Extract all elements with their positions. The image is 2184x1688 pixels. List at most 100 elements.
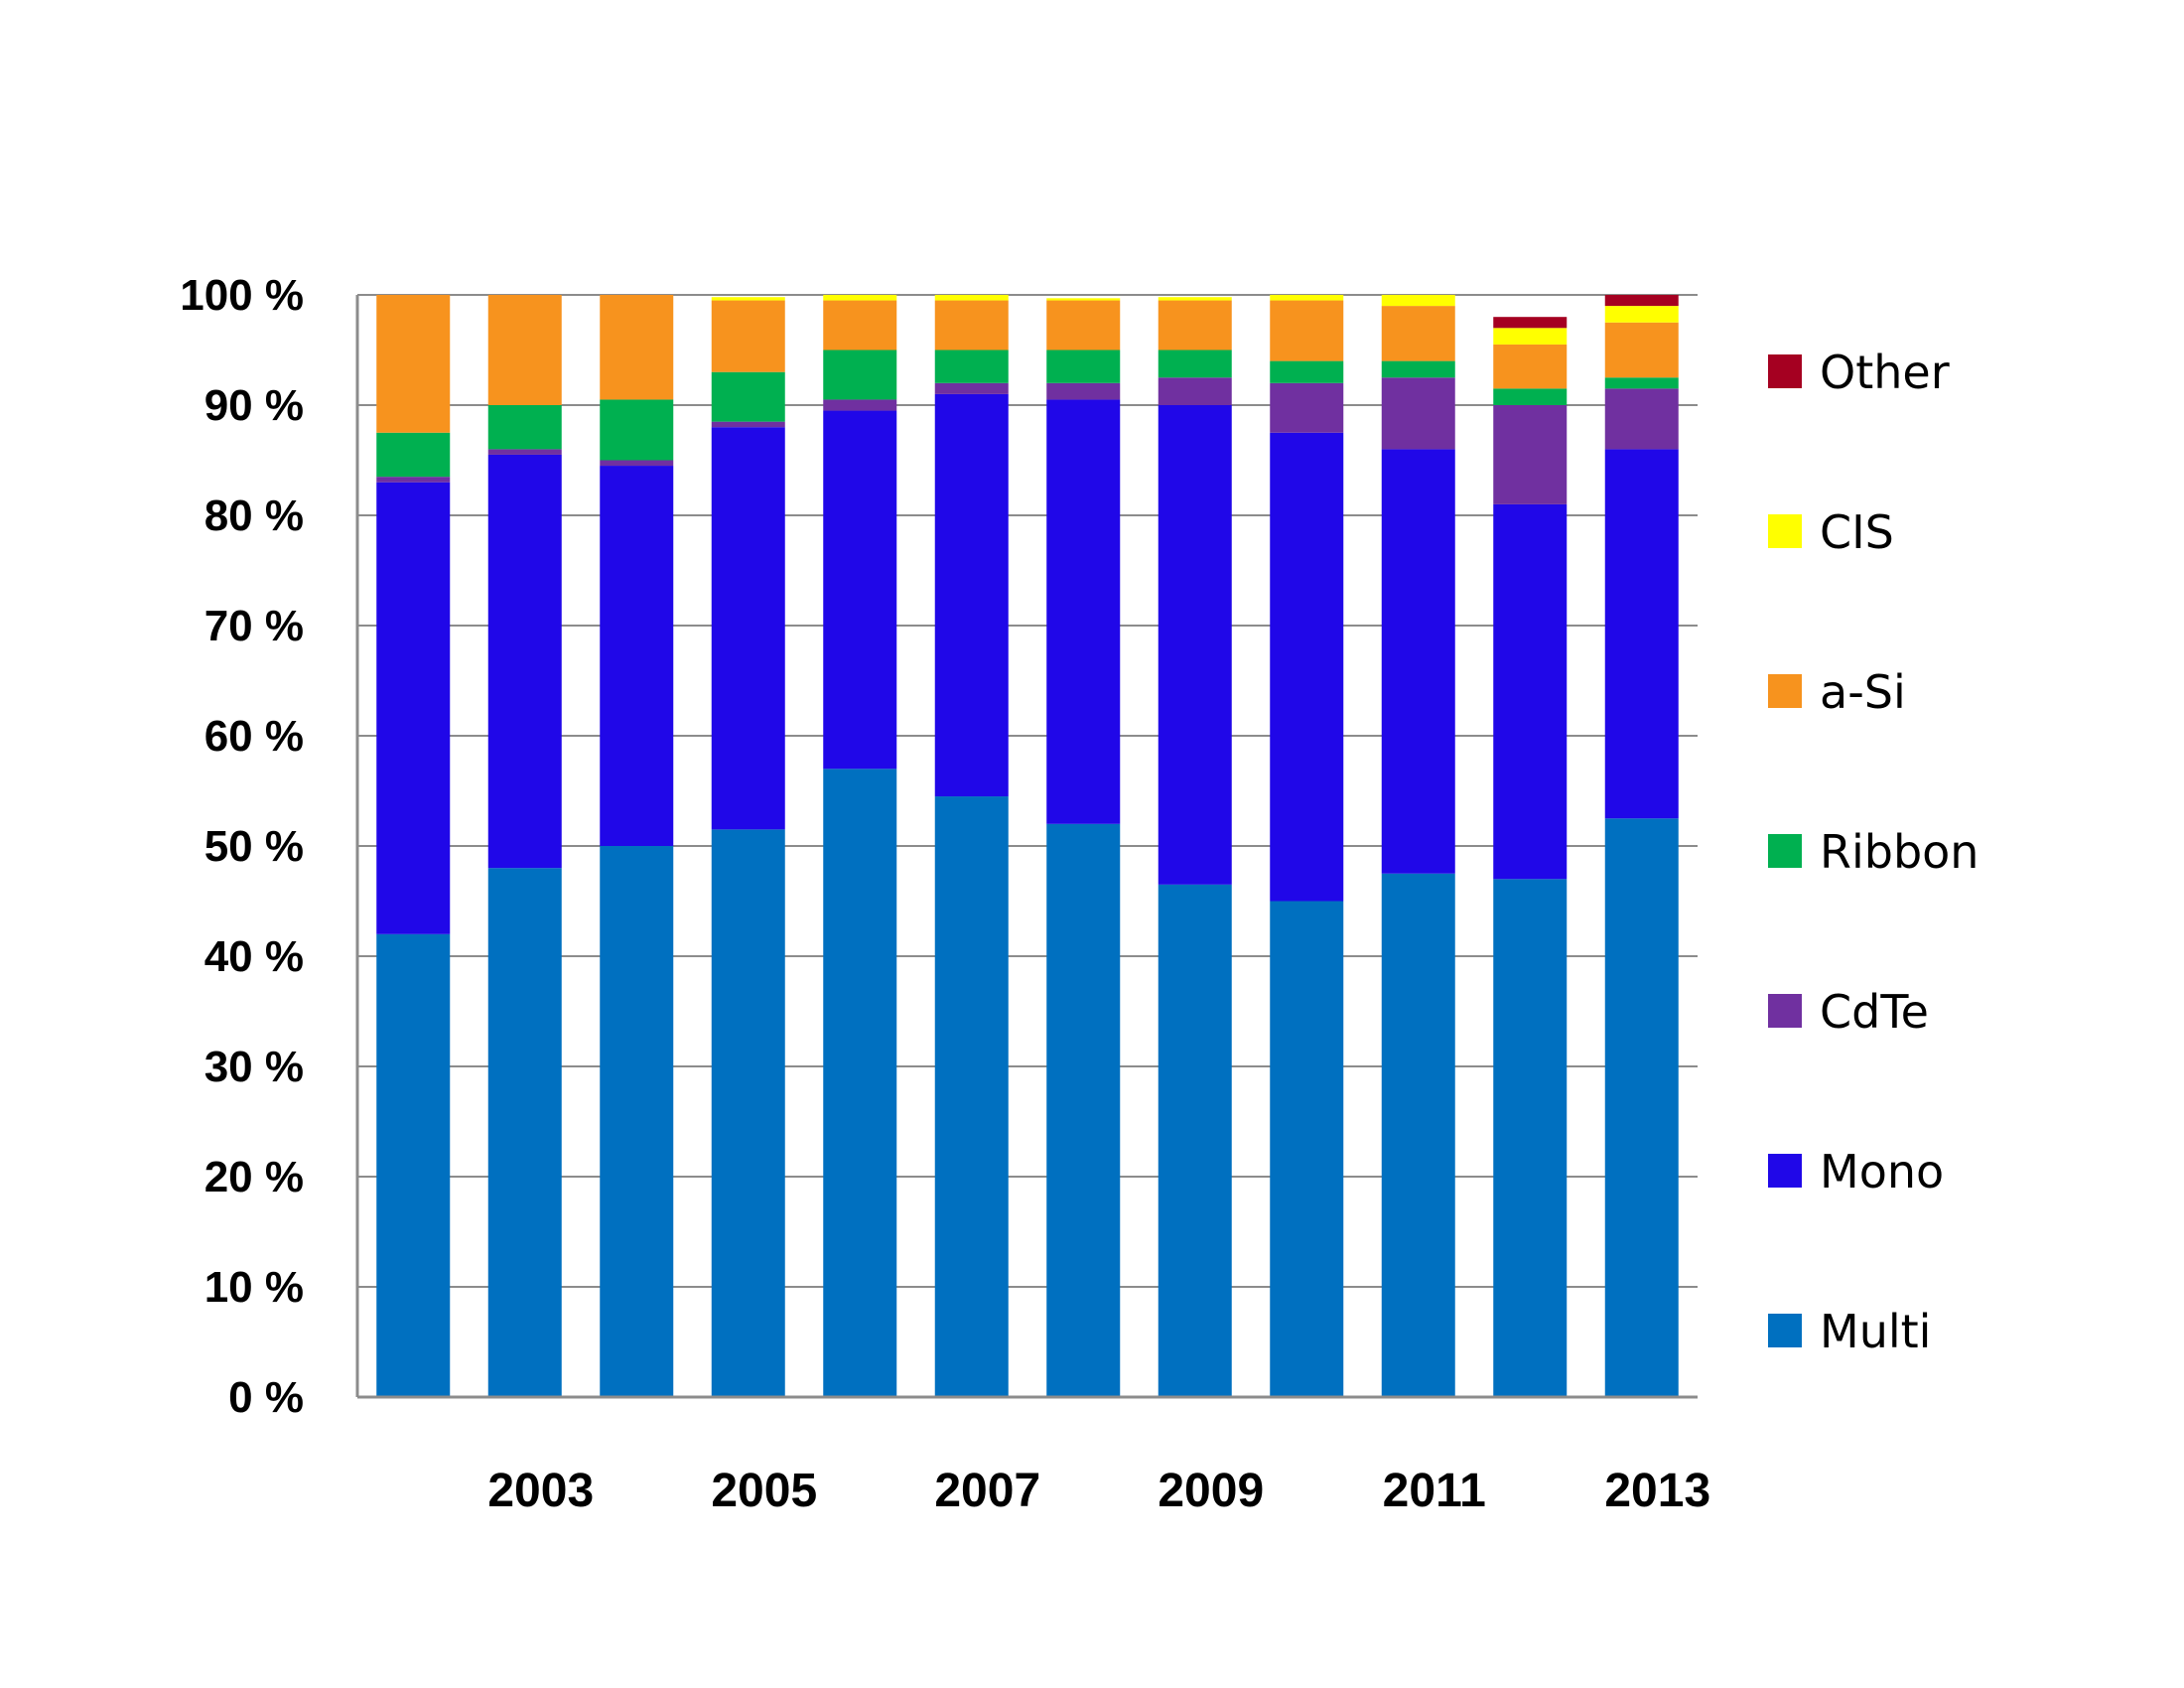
bar-segment-mono-2008 — [1046, 399, 1121, 824]
bar-segment-cdte-2008 — [1046, 382, 1121, 400]
bar-segment-ribbon-2009 — [1158, 350, 1232, 378]
bar-segment-cis-2009 — [1158, 297, 1232, 301]
bar-segment-cdte-2003 — [487, 449, 562, 455]
legend-label-a-si: a-Si — [1820, 665, 1906, 719]
y-tick-label: 90 % — [205, 381, 304, 430]
legend-swatch-ribbon — [1768, 834, 1802, 868]
legend-swatch-cdte — [1768, 994, 1802, 1028]
bar-segment-mono-2006 — [823, 410, 897, 770]
bar-segment-multi-2009 — [1158, 884, 1232, 1397]
y-tick-label: 0 % — [228, 1373, 304, 1422]
legend: Other CIS a-Si Ribbon CdTe Mono Multi — [1768, 346, 1979, 1358]
x-tick-label: 2003 — [487, 1465, 594, 1517]
legend-label-other: Other — [1820, 346, 1950, 399]
bar-segment-multi-2013 — [1604, 818, 1679, 1397]
x-tick-label: 2011 — [1383, 1465, 1486, 1517]
bar-segment-mono-2010 — [1270, 432, 1344, 902]
bar-segment-ribbon-2004 — [600, 399, 674, 461]
bar-segment-ribbon-2013 — [1604, 377, 1679, 389]
bar-segment-mono-2011 — [1381, 449, 1455, 874]
bar-segment-other-2013 — [1604, 295, 1679, 307]
y-tick-label: 10 % — [205, 1263, 304, 1312]
bar-segment-mono-2004 — [600, 466, 674, 846]
bar-segment-ribbon-2010 — [1270, 360, 1344, 383]
legend-swatch-multi — [1768, 1314, 1802, 1347]
bar-segment-multi-2002 — [376, 933, 451, 1397]
bar-segment-multi-2012 — [1493, 879, 1568, 1397]
y-tick-label: 80 % — [205, 492, 304, 540]
bar-segment-mono-2007 — [934, 393, 1009, 797]
y-tick-label: 20 % — [205, 1153, 304, 1201]
y-tick-label: 30 % — [205, 1043, 304, 1091]
y-tick-label: 50 % — [205, 822, 304, 871]
bar-segment-a-si-2002 — [376, 295, 451, 433]
bar-segment-ribbon-2003 — [487, 405, 562, 450]
x-tick-label: 2005 — [711, 1465, 817, 1517]
bar-segment-cis-2013 — [1604, 306, 1679, 323]
bar-segment-cdte-2006 — [823, 399, 897, 411]
bar-segment-mono-2009 — [1158, 405, 1232, 885]
bar-segment-mono-2003 — [487, 454, 562, 869]
y-tick-label: 40 % — [205, 932, 304, 981]
bar-segment-cdte-2005 — [711, 421, 785, 428]
legend-swatch-a-si — [1768, 674, 1802, 708]
bar-segment-cdte-2002 — [376, 477, 451, 483]
legend-label-multi: Multi — [1820, 1305, 1931, 1358]
bar-segment-a-si-2007 — [934, 300, 1009, 351]
bar-segment-cdte-2009 — [1158, 377, 1232, 405]
bar-segment-a-si-2008 — [1046, 300, 1121, 351]
x-tick-label: 2013 — [1604, 1465, 1710, 1517]
axes — [355, 295, 1698, 1399]
bar-segment-a-si-2010 — [1270, 300, 1344, 361]
bar-segment-multi-2006 — [823, 769, 897, 1397]
bar-segment-ribbon-2002 — [376, 432, 451, 478]
bar-segment-ribbon-2012 — [1493, 388, 1568, 405]
bar-segment-cis-2010 — [1270, 295, 1344, 301]
bar-segment-ribbon-2007 — [934, 350, 1009, 383]
bar-segment-mono-2005 — [711, 427, 785, 830]
y-tick-label: 100 % — [180, 271, 304, 320]
bar-segment-cdte-2013 — [1604, 388, 1679, 450]
bars — [376, 295, 1679, 1397]
y-tick-label: 70 % — [205, 602, 304, 650]
legend-swatch-other — [1768, 354, 1802, 388]
bar-segment-cdte-2007 — [934, 382, 1009, 394]
bar-segment-a-si-2004 — [600, 295, 674, 400]
bar-segment-a-si-2006 — [823, 300, 897, 351]
bar-segment-ribbon-2005 — [711, 371, 785, 422]
bar-segment-cis-2005 — [711, 297, 785, 301]
legend-swatch-cis — [1768, 514, 1802, 548]
bar-segment-cis-2008 — [1046, 298, 1121, 301]
bar-segment-a-si-2011 — [1381, 306, 1455, 361]
bar-segment-a-si-2013 — [1604, 322, 1679, 378]
bar-segment-multi-2011 — [1381, 873, 1455, 1397]
bar-segment-other-2012 — [1493, 317, 1568, 329]
bar-segment-cis-2012 — [1493, 328, 1568, 345]
bar-segment-cdte-2004 — [600, 460, 674, 467]
legend-label-cis: CIS — [1820, 505, 1894, 559]
x-tick-labels: 2003 2005 2007 2009 2011 2013 — [487, 1465, 1710, 1517]
bar-segment-multi-2004 — [600, 846, 674, 1397]
bar-segment-multi-2003 — [487, 868, 562, 1397]
bar-segment-a-si-2009 — [1158, 300, 1232, 351]
bar-segment-cdte-2012 — [1493, 405, 1568, 504]
gridlines — [357, 294, 1698, 1288]
y-tick-label: 60 % — [205, 712, 304, 761]
bar-segment-ribbon-2008 — [1046, 350, 1121, 383]
legend-swatch-mono — [1768, 1154, 1802, 1188]
bar-segment-a-si-2003 — [487, 295, 562, 405]
legend-label-mono: Mono — [1820, 1145, 1944, 1198]
bar-segment-a-si-2005 — [711, 300, 785, 372]
bar-segment-a-si-2012 — [1493, 344, 1568, 389]
bar-segment-mono-2012 — [1493, 503, 1568, 880]
y-tick-labels: 0 % 10 % 20 % 30 % 40 % 50 % 60 % 70 % 80 % 90 % 1… — [180, 271, 304, 1422]
bar-segment-multi-2008 — [1046, 823, 1121, 1397]
bar-segment-multi-2007 — [934, 796, 1009, 1397]
legend-label-ribbon: Ribbon — [1820, 825, 1979, 879]
bar-segment-multi-2010 — [1270, 901, 1344, 1397]
x-tick-label: 2009 — [1158, 1465, 1264, 1517]
bar-segment-cdte-2010 — [1270, 382, 1344, 433]
bar-segment-ribbon-2011 — [1381, 360, 1455, 378]
bar-segment-ribbon-2006 — [823, 350, 897, 400]
